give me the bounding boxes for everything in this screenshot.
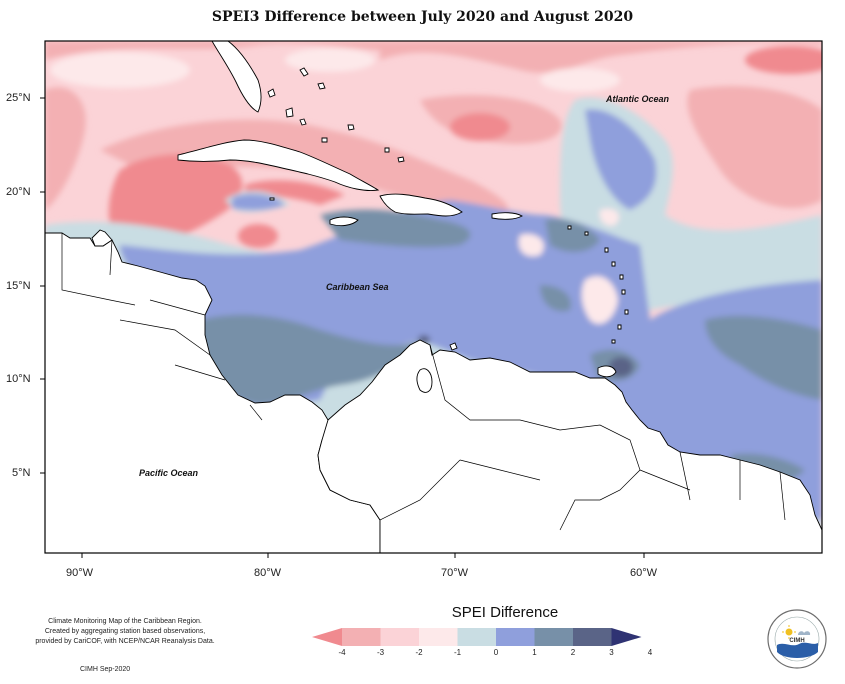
lon-label-80: 80°W (254, 567, 282, 579)
legend-tick-label: 4 (647, 648, 653, 657)
legend-arrow-low (312, 628, 342, 646)
speI-map (40, 40, 823, 558)
legend-arrow-high (611, 628, 642, 646)
label-pacific-ocean: Pacific Ocean (139, 468, 199, 478)
legend-title: SPEI Difference (451, 604, 559, 621)
logo-text: CIMH (789, 638, 804, 644)
map-frame (44, 40, 823, 554)
credit-line: Climate Monitoring Map of the Caribbean … (48, 618, 202, 625)
lat-label-20: 20°N (6, 186, 31, 198)
legend-tick-label: 2 (570, 648, 576, 657)
label-caribbean-sea: Caribbean Sea (326, 282, 389, 292)
lat-label-25: 25°N (6, 92, 31, 104)
label-atlantic-ocean: Atlantic Ocean (606, 94, 670, 104)
country-borders (45, 233, 786, 553)
legend-tick-label: -4 (338, 648, 346, 657)
credit-text: Climate Monitoring Map of the Caribbean … (10, 617, 240, 647)
legend-swatch (534, 628, 573, 646)
legend-swatch (380, 628, 419, 646)
credit-line: provided by CariCOF, with NCEP/NCAR Rean… (35, 638, 215, 645)
lat-label-5: 5°N (12, 467, 31, 479)
axis-ticks (40, 97, 645, 558)
legend-tick-label: -3 (376, 648, 385, 657)
legend-colorbar (312, 628, 642, 646)
legend-tick-label: 0 (493, 648, 499, 657)
spei-field (45, 41, 822, 553)
land (45, 41, 822, 553)
lon-label-90: 90°W (66, 567, 94, 579)
credit-date: CIMH Sep-2020 (80, 666, 131, 673)
legend-tick-label: -1 (453, 648, 462, 657)
legend-tick-label: -2 (415, 648, 423, 657)
legend-swatch (573, 628, 612, 646)
legend-swatch (419, 628, 458, 646)
legend-tick-label: 1 (532, 648, 537, 657)
legend-tick-label: 3 (609, 648, 614, 657)
lat-label-15: 15°N (6, 280, 31, 292)
map-title: SPEI3 Difference between July 2020 and A… (211, 9, 634, 25)
legend-swatch (342, 628, 381, 646)
legend-swatch (457, 628, 496, 646)
lat-label-10: 10°N (6, 373, 31, 385)
lon-label-70: 70°W (441, 567, 469, 579)
cimh-logo: CIMH (767, 609, 827, 669)
legend-swatch (496, 628, 535, 646)
credit-line: Created by aggregating station based obs… (44, 628, 206, 635)
lon-label-60: 60°W (630, 567, 658, 579)
